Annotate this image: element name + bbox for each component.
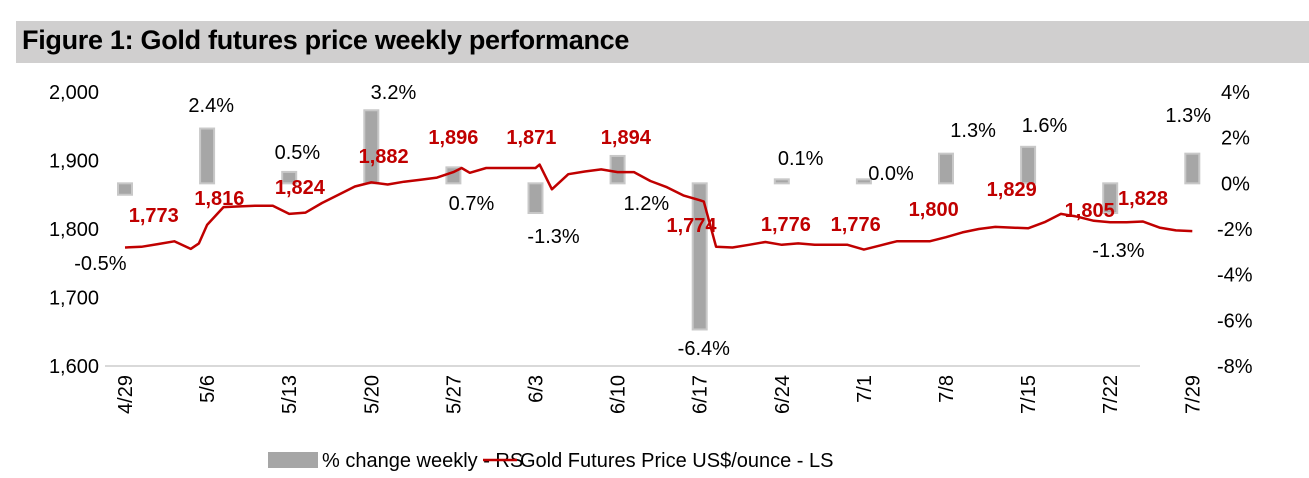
x-axis-ticks: 4/29 5/6 5/13 5/20 5/27 6/3 6/10 6/17 6/24 7/1 7/8… xyxy=(115,375,1204,414)
price-line-group xyxy=(124,163,1193,251)
weekly-change-bar xyxy=(281,170,298,185)
bar-data-label: 0.1% xyxy=(778,148,824,170)
weekly-change-bar xyxy=(938,152,954,185)
right-axis-tick-label: -2% xyxy=(1217,219,1253,241)
bar-data-label: 3.2% xyxy=(371,82,417,104)
legend-label-line: Gold Futures Price US$/ounce - LS xyxy=(520,450,833,472)
left-axis-tick-label: 1,900 xyxy=(49,151,99,173)
price-labels: 1,773 1,816 1,824 1,882 1,896 1,871 1,894 1,774… xyxy=(129,127,1168,237)
weekly-change-bar xyxy=(1184,152,1201,185)
bar-data-label: 0.5% xyxy=(275,142,321,164)
price-data-label: 1,896 xyxy=(428,127,478,149)
x-axis-tick-label: 7/1 xyxy=(854,375,876,403)
right-axis-tick-label: -8% xyxy=(1217,356,1253,378)
x-axis-tick-label: 7/22 xyxy=(1100,375,1122,414)
weekly-change-bar xyxy=(1102,182,1119,215)
left-axis-ticks: 1,600 1,700 1,800 1,900 2,000 xyxy=(49,82,99,378)
bar-data-label: -6.4% xyxy=(678,338,730,360)
price-data-label: 1,805 xyxy=(1065,200,1115,222)
price-data-label: 1,882 xyxy=(359,146,409,168)
right-axis-tick-label: 0% xyxy=(1221,173,1250,195)
right-axis-ticks: -8% -6% -4% -2% 0% 2% 4% xyxy=(1217,82,1253,378)
price-data-label: 1,773 xyxy=(129,205,179,227)
bar-data-label: 1.2% xyxy=(624,193,670,215)
price-data-label: 1,776 xyxy=(831,214,881,236)
legend-bar-swatch xyxy=(268,452,318,468)
left-axis-tick-label: 1,600 xyxy=(49,356,99,378)
right-axis-tick-label: 2% xyxy=(1221,128,1250,150)
x-axis-tick-label: 7/29 xyxy=(1182,375,1204,414)
price-data-label: 1,776 xyxy=(761,214,811,236)
x-axis-tick-label: 5/27 xyxy=(443,375,465,414)
bar-data-label: 0.0% xyxy=(868,163,914,185)
weekly-change-bar xyxy=(609,154,626,185)
price-data-label: 1,871 xyxy=(506,127,556,149)
weekly-change-bar xyxy=(199,127,216,185)
bar-data-label: 1.6% xyxy=(1022,115,1068,137)
bar-data-label: 0.7% xyxy=(449,193,495,215)
bars xyxy=(117,109,1201,331)
weekly-change-bar xyxy=(773,178,790,185)
x-axis-tick-label: 5/13 xyxy=(279,375,301,414)
price-data-label: 1,829 xyxy=(987,179,1037,201)
figure-title-bar: Figure 1: Gold futures price weekly perf… xyxy=(16,21,1309,63)
left-axis-tick-label: 2,000 xyxy=(49,82,99,104)
x-axis-tick-label: 4/29 xyxy=(115,375,137,414)
x-axis-tick-label: 7/15 xyxy=(1018,375,1040,414)
price-data-label: 1,774 xyxy=(666,215,717,237)
weekly-change-bar xyxy=(1020,145,1037,185)
price-data-label: 1,816 xyxy=(194,188,244,210)
legend-label-bar: % change weekly - RS xyxy=(322,450,523,472)
bar-data-label: 1.3% xyxy=(1165,105,1211,127)
x-axis-tick-label: 7/8 xyxy=(936,375,958,403)
x-axis-tick-label: 6/10 xyxy=(608,375,630,414)
bar-data-label: -1.3% xyxy=(1092,240,1144,262)
weekly-change-bar xyxy=(691,182,708,331)
price-line xyxy=(124,163,1193,251)
x-axis-tick-label: 6/17 xyxy=(690,375,712,414)
weekly-change-bar xyxy=(527,182,544,215)
right-axis-tick-label: -4% xyxy=(1217,265,1253,287)
x-axis-tick-label: 5/6 xyxy=(197,375,219,403)
bar-data-label: -0.5% xyxy=(74,253,126,275)
price-data-label: 1,824 xyxy=(275,177,326,199)
right-axis-tick-label: 4% xyxy=(1221,82,1250,104)
right-axis-tick-label: -6% xyxy=(1217,310,1253,332)
price-data-label: 1,894 xyxy=(601,127,652,149)
x-axis-tick-label: 6/3 xyxy=(526,375,548,403)
price-data-label: 1,828 xyxy=(1118,188,1168,210)
bar-data-label: 1.3% xyxy=(950,120,996,142)
left-axis-tick-label: 1,800 xyxy=(49,219,99,241)
weekly-change-bar xyxy=(855,178,872,185)
bar-labels: -0.5% 2.4% 0.5% 3.2% 0.7% -1.3% 1.2% -6.4% 0.1% 0… xyxy=(74,82,1211,360)
x-axis-tick-label: 5/20 xyxy=(361,375,383,414)
left-axis-tick-label: 1,700 xyxy=(49,288,99,310)
figure-title: Figure 1: Gold futures price weekly perf… xyxy=(22,25,630,55)
bar-data-label: -1.3% xyxy=(527,226,579,248)
price-data-label: 1,800 xyxy=(909,199,959,221)
bar-data-label: 2.4% xyxy=(188,95,234,117)
x-axis-tick-label: 6/24 xyxy=(772,375,794,414)
weekly-change-bar xyxy=(117,182,133,196)
